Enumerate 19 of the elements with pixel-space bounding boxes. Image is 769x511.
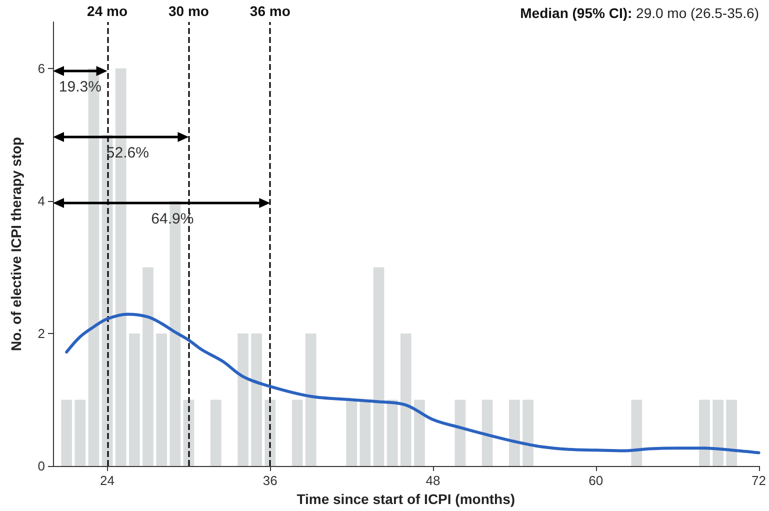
y-tick-label: 6 bbox=[38, 60, 45, 76]
line-series bbox=[65, 312, 760, 454]
ref-line-label: 24 mo bbox=[87, 3, 128, 19]
annotation: 52.6% bbox=[106, 144, 149, 162]
y-tick-label: 4 bbox=[38, 193, 45, 208]
y-tick-label: 0 bbox=[38, 458, 45, 474]
text: Median (95% CI): 29.0 mo (26.5-35.6) bbox=[520, 5, 760, 21]
annotation: 64.9% bbox=[151, 210, 194, 228]
x-tick-label: 36 bbox=[262, 473, 278, 488]
x-tick-label: 24 bbox=[100, 473, 115, 488]
x-tick-label: 48 bbox=[426, 473, 440, 488]
x-tick-label: 60 bbox=[588, 473, 604, 488]
ref-line-label: 30 mo bbox=[168, 3, 209, 19]
ref-line-label: 36 mo bbox=[250, 3, 290, 19]
x-axis-title: Time since start of ICPI (months) bbox=[296, 490, 516, 507]
x-tick-label: 72 bbox=[752, 473, 766, 488]
annotation: 19.3% bbox=[58, 78, 102, 96]
y-tick-label: 2 bbox=[38, 326, 45, 341]
y-axis-title: No. of elective ICPI therapy stop bbox=[8, 137, 24, 351]
